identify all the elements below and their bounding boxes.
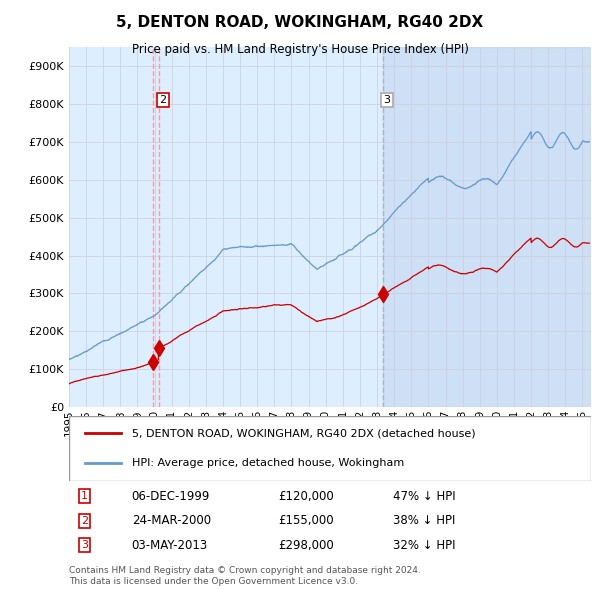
Text: 24-MAR-2000: 24-MAR-2000: [131, 514, 211, 527]
Text: £298,000: £298,000: [278, 539, 334, 552]
Text: 32% ↓ HPI: 32% ↓ HPI: [392, 539, 455, 552]
Text: This data is licensed under the Open Government Licence v3.0.: This data is licensed under the Open Gov…: [69, 577, 358, 586]
Text: 06-DEC-1999: 06-DEC-1999: [131, 490, 210, 503]
Text: 03-MAY-2013: 03-MAY-2013: [131, 539, 208, 552]
Text: 47% ↓ HPI: 47% ↓ HPI: [392, 490, 455, 503]
Text: 2: 2: [81, 516, 88, 526]
Bar: [383, 47, 591, 407]
Text: Contains HM Land Registry data © Crown copyright and database right 2024.: Contains HM Land Registry data © Crown c…: [69, 566, 421, 575]
Text: 2: 2: [159, 95, 166, 105]
Text: £120,000: £120,000: [278, 490, 334, 503]
Text: 1: 1: [81, 491, 88, 502]
Text: 3: 3: [383, 95, 391, 105]
Text: £155,000: £155,000: [278, 514, 334, 527]
Text: Price paid vs. HM Land Registry's House Price Index (HPI): Price paid vs. HM Land Registry's House …: [131, 43, 469, 56]
Text: 5, DENTON ROAD, WOKINGHAM, RG40 2DX (detached house): 5, DENTON ROAD, WOKINGHAM, RG40 2DX (det…: [131, 428, 475, 438]
Text: 3: 3: [81, 540, 88, 550]
Text: HPI: Average price, detached house, Wokingham: HPI: Average price, detached house, Woki…: [131, 458, 404, 468]
Text: 38% ↓ HPI: 38% ↓ HPI: [392, 514, 455, 527]
Text: 5, DENTON ROAD, WOKINGHAM, RG40 2DX: 5, DENTON ROAD, WOKINGHAM, RG40 2DX: [116, 15, 484, 30]
FancyBboxPatch shape: [69, 416, 591, 481]
